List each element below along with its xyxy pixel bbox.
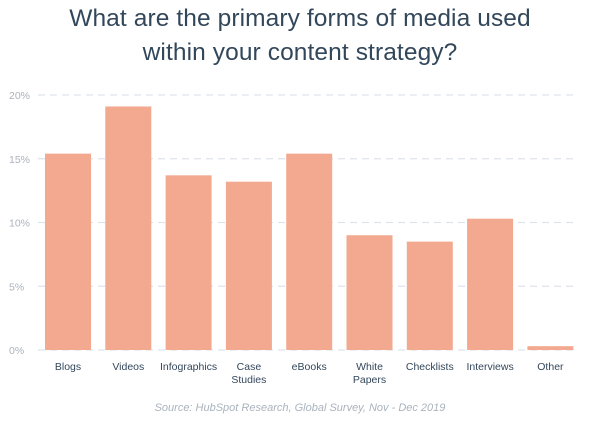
source-note: Source: HubSpot Research, Global Survey,… <box>154 402 446 414</box>
bar-4 <box>286 153 333 350</box>
y-tick-label-15: 15% <box>9 154 30 166</box>
x-tick-label-2: Infographics <box>160 361 217 373</box>
bar-0 <box>45 153 91 350</box>
x-tick-label-3: Case Studies <box>231 361 266 386</box>
chart-title-line-2: within your content strategy? <box>142 39 458 66</box>
y-tick-label-5: 5% <box>9 281 24 293</box>
y-tick-label-10: 10% <box>9 218 30 230</box>
x-tick-label-0: Blogs <box>55 361 81 373</box>
x-tick-label-5: White Papers <box>353 361 386 386</box>
bar-3 <box>225 181 272 350</box>
chart-title: What are the primary forms of media used… <box>0 2 600 70</box>
bar-6 <box>406 241 453 350</box>
x-tick-label-7: Interviews <box>466 361 513 373</box>
bar-2 <box>165 175 212 350</box>
x-tick-label-8: Other <box>537 361 564 373</box>
bar-7 <box>467 218 514 350</box>
bar-5 <box>346 235 393 350</box>
x-tick-label-4: eBooks <box>292 361 327 373</box>
bar-1 <box>105 106 152 350</box>
x-tick-label-6: Checklists <box>406 361 454 373</box>
x-tick-label-1: Videos <box>112 361 144 373</box>
y-tick-label-0: 0% <box>9 345 24 357</box>
chart-title-line-1: What are the primary forms of media used <box>69 5 531 32</box>
y-tick-label-20: 20% <box>9 90 30 102</box>
bar-8 <box>527 346 574 350</box>
